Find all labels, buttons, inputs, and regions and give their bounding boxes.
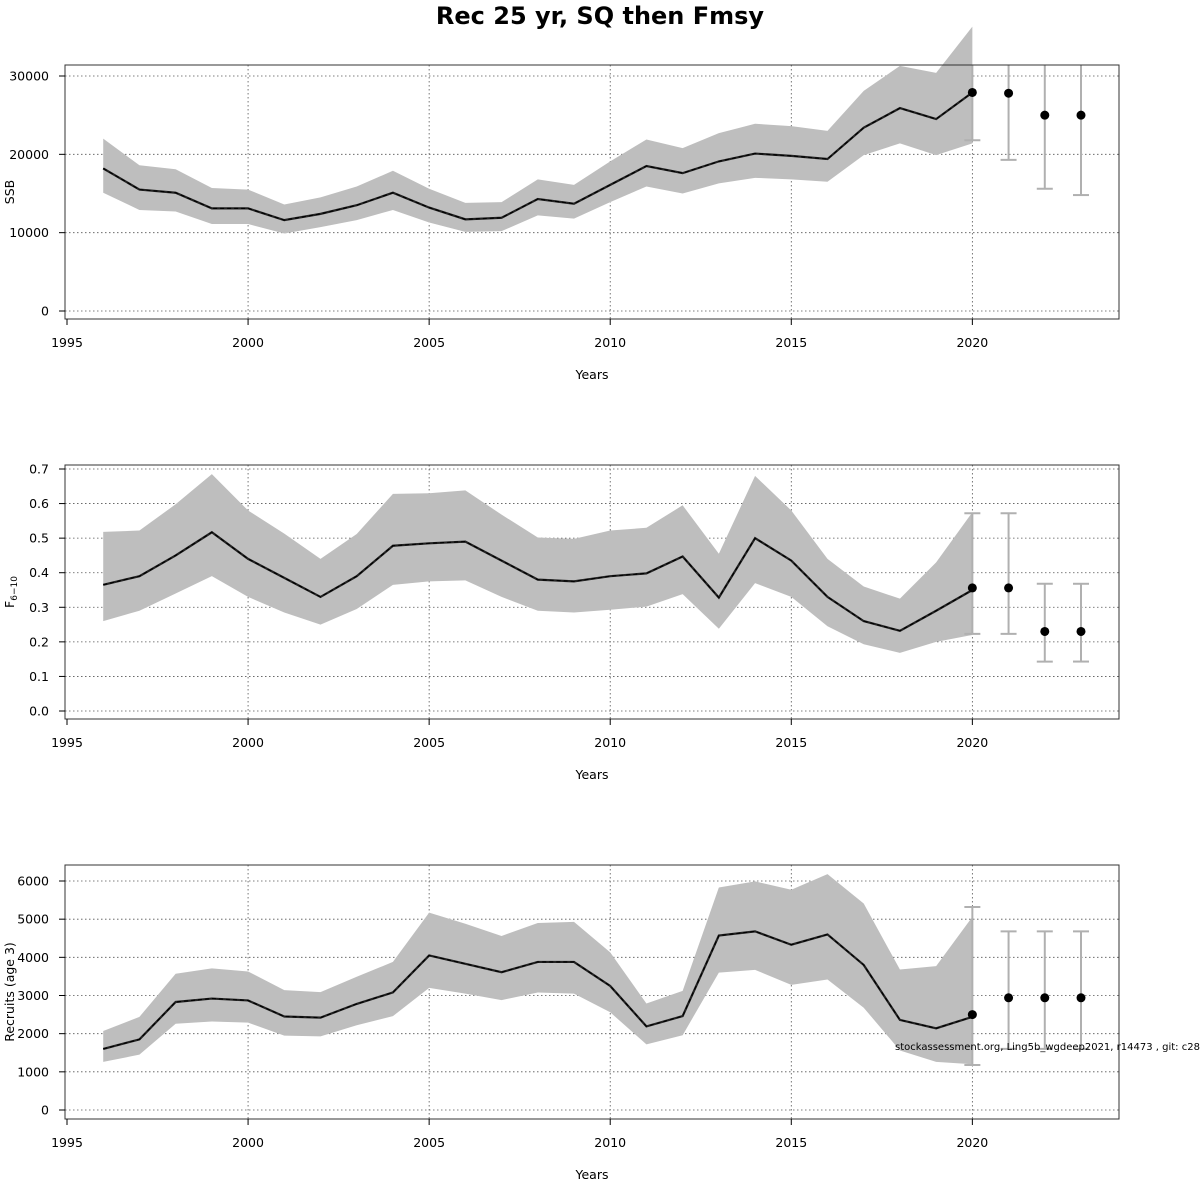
panel-2: 1995 2000 2005 2010 2015 2020 Years 0.0 0.1 0.2 0.… [2, 462, 1120, 782]
panel-1: 1995 2000 2005 2010 2015 2020 Years 0 10000 20000… [2, 26, 1120, 382]
y-tick-label: 0 [41, 304, 49, 319]
y-tick-label: 2000 [17, 1026, 49, 1041]
confidence-band [103, 474, 973, 653]
footer-credit: stockassessment.org, Ling5b_wgdeep2021, … [895, 1042, 1200, 1053]
forecast-point [967, 87, 977, 97]
x-tick-label: 2005 [413, 735, 445, 750]
y-tick-label: 0.4 [29, 565, 49, 580]
forecast-point [1040, 993, 1050, 1003]
y-tick-label: 0.6 [29, 496, 49, 511]
chart-title: Rec 25 yr, SQ then Fmsy [435, 2, 765, 30]
y-tick-label: 30000 [9, 69, 49, 84]
y-tick-label: 20000 [9, 147, 49, 162]
y-axis-label: Recruits (age 3) [2, 942, 17, 1042]
forecast-point [1004, 993, 1014, 1003]
x-tick-label: 1995 [51, 1135, 83, 1150]
y-axis-label: SSB [2, 180, 17, 204]
y-tick-label: 0 [41, 1103, 49, 1118]
x-tick-label: 2015 [775, 335, 807, 350]
y-axis-label: F6−10 [2, 576, 20, 608]
plot-frame [64, 864, 1120, 1120]
x-tick-label: 2005 [413, 335, 445, 350]
forecast-point [967, 1010, 977, 1020]
y-tick-label: 0.1 [29, 669, 49, 684]
x-tick-label: 2020 [956, 1135, 988, 1150]
x-axis-label: Years [575, 1167, 609, 1182]
forecast-point [1076, 993, 1086, 1003]
x-tick-label: 2000 [232, 335, 264, 350]
plot-frame [64, 464, 1120, 720]
estimate-line-dash [103, 531, 973, 632]
y-tick-label: 6000 [17, 874, 49, 889]
y-tick-label: 0.0 [29, 704, 49, 719]
x-tick-label: 1995 [51, 335, 83, 350]
y-tick-label: 10000 [9, 225, 49, 240]
y-tick-label: 3000 [17, 988, 49, 1003]
y-tick-label: 4000 [17, 950, 49, 965]
forecast-point [1076, 626, 1086, 636]
x-axis-label: Years [575, 367, 609, 382]
x-tick-label: 2010 [594, 735, 626, 750]
estimate-line-dash [102, 91, 973, 221]
forecast-point [1040, 110, 1050, 120]
x-tick-label: 2020 [956, 735, 988, 750]
forecast-point [1004, 88, 1014, 98]
y-tick-label: 0.7 [29, 462, 49, 477]
confidence-band [103, 874, 973, 1065]
x-tick-label: 2010 [594, 1135, 626, 1150]
forecast-point [1076, 110, 1086, 120]
y-tick-label: 0.5 [29, 531, 49, 546]
x-tick-label: 1995 [51, 735, 83, 750]
x-tick-label: 2005 [413, 1135, 445, 1150]
plot-frame [64, 64, 1120, 320]
y-tick-label: 5000 [17, 912, 49, 927]
y-tick-label: 0.3 [29, 600, 49, 615]
x-tick-label: 2000 [232, 735, 264, 750]
x-axis-label: Years [575, 767, 609, 782]
x-tick-label: 2015 [775, 1135, 807, 1150]
y-tick-label: 1000 [17, 1064, 49, 1079]
y-tick-label: 0.2 [29, 634, 49, 649]
forecast-point [1004, 583, 1014, 593]
forecast-point [967, 583, 977, 593]
panel-3: 1995 2000 2005 2010 2015 2020 Years 0 1000 2000 30… [2, 864, 1120, 1182]
x-tick-label: 2010 [594, 335, 626, 350]
x-tick-label: 2000 [232, 1135, 264, 1150]
estimate-line-dash [103, 930, 973, 1050]
confidence-band [103, 26, 973, 234]
x-tick-label: 2020 [956, 335, 988, 350]
x-tick-label: 2015 [775, 735, 807, 750]
forecast-point [1040, 626, 1050, 636]
